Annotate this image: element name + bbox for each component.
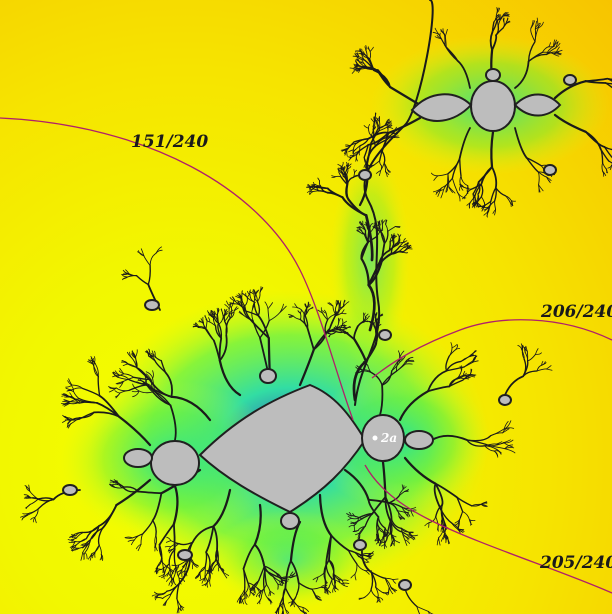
- chain-knob-2: [378, 329, 392, 341]
- top-knob: [259, 368, 277, 384]
- left-bulb: [150, 440, 200, 486]
- upper-center-bulb: [470, 80, 516, 132]
- halo-layer: [60, 35, 610, 610]
- twig-knob-8: [398, 579, 412, 591]
- ray-206-240: [371, 319, 612, 379]
- external-rays: [0, 117, 612, 594]
- point-label-2a: 2a: [381, 431, 398, 445]
- bottom-knob: [280, 512, 300, 530]
- ray-205-240: [364, 464, 612, 594]
- upper-right-lobe: [513, 93, 562, 117]
- twig-knob-4: [353, 539, 367, 551]
- upper-knob: [485, 68, 501, 82]
- twig-knob-6: [563, 74, 577, 86]
- right-bulb: [361, 414, 405, 462]
- twig-knob-2: [62, 484, 78, 496]
- right-small-bulb: [404, 430, 434, 450]
- ray-label-151: 151/240: [131, 132, 209, 152]
- ray-151-240: [0, 117, 354, 421]
- filled-components: [62, 68, 577, 591]
- chain-knob-1: [358, 169, 372, 181]
- twig-knob-5: [498, 394, 512, 406]
- twig-knob-3: [177, 549, 193, 561]
- twig-knob-1: [144, 299, 160, 311]
- ray-label-205: 205/240: [540, 553, 612, 573]
- twig-knob-7: [543, 164, 557, 176]
- upper-left-lobe: [410, 93, 473, 122]
- ray-label-206: 206/240: [541, 302, 612, 322]
- left-small-bulb: [123, 448, 153, 468]
- point-2a-marker: [372, 435, 378, 441]
